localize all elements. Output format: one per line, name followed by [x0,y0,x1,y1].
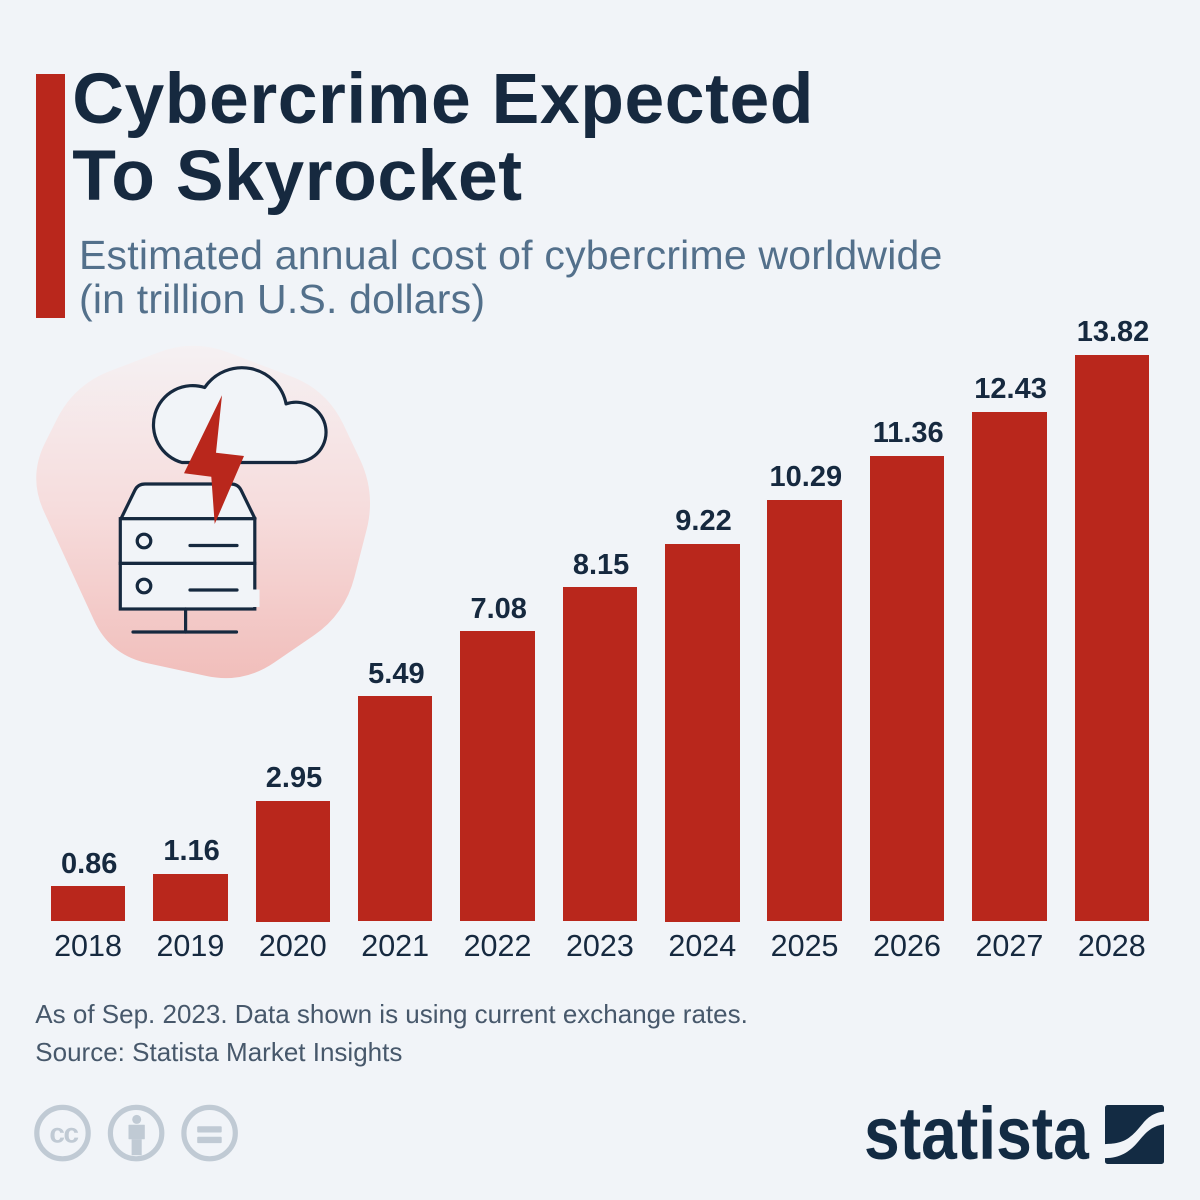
svg-text:cc: cc [49,1118,78,1149]
